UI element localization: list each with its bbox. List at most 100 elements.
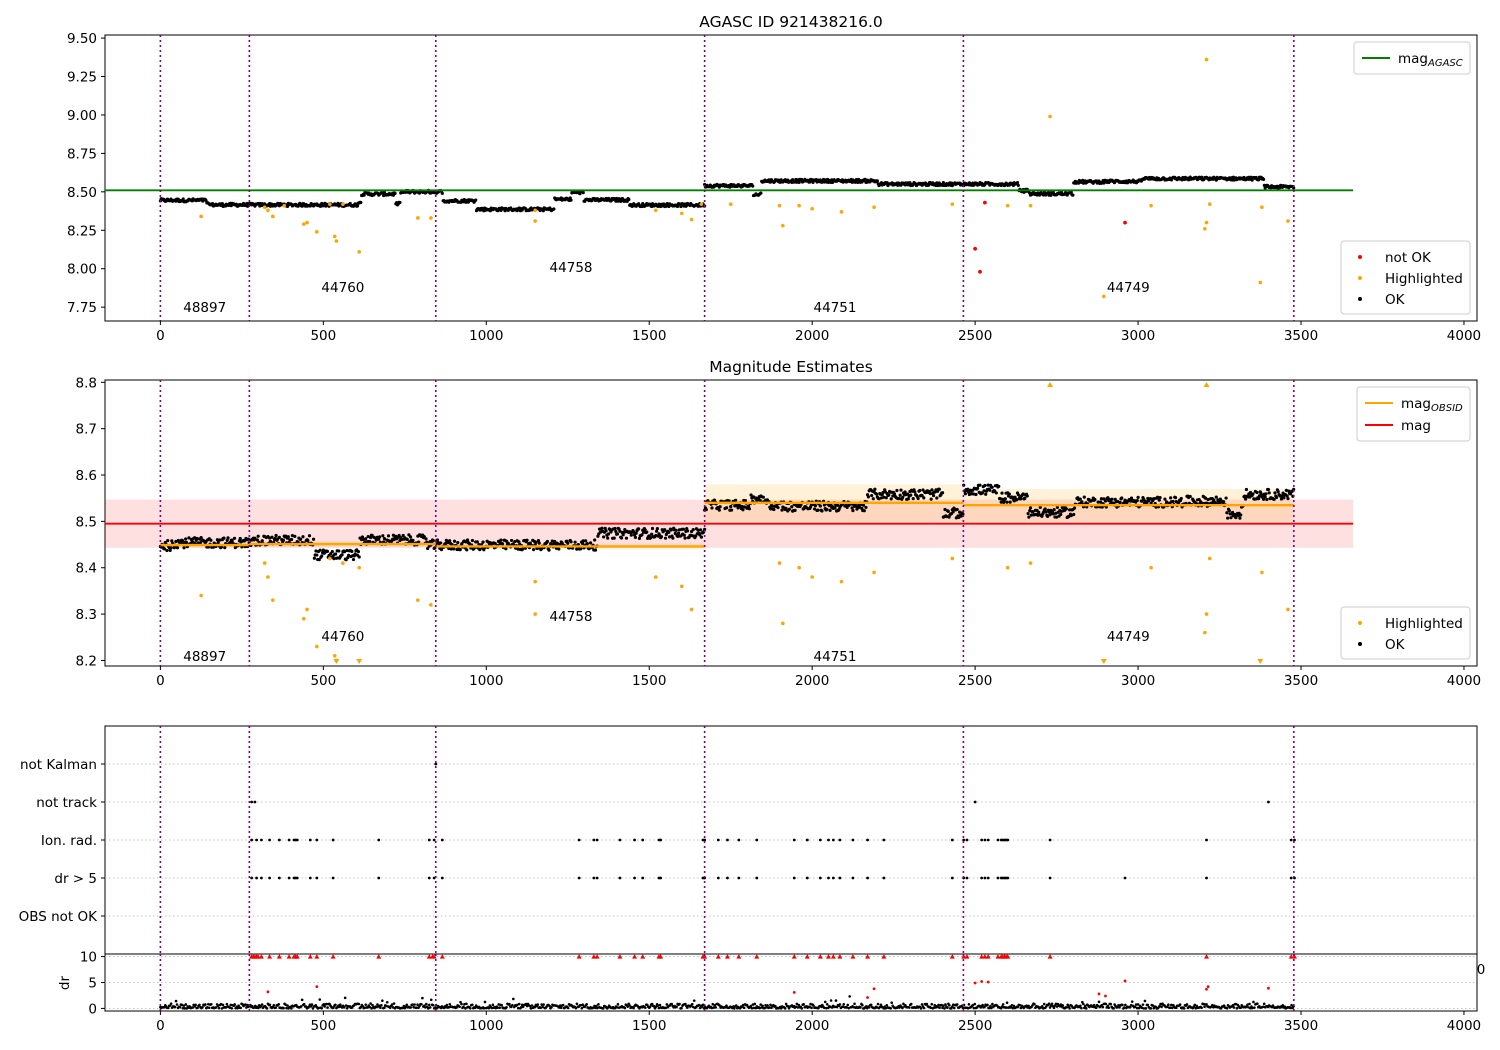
ok-point <box>537 541 541 545</box>
flag-point <box>427 838 431 842</box>
flag-point <box>983 876 987 880</box>
x-tick-label: 3000 <box>1121 673 1155 689</box>
flag-point <box>1289 876 1293 880</box>
ok-point <box>718 505 722 509</box>
y-tick-label: 7.75 <box>67 300 97 316</box>
dr-ok-point <box>1262 1002 1266 1006</box>
flag-point <box>851 838 855 842</box>
ok-point <box>691 528 695 532</box>
ok-point <box>654 533 658 538</box>
dr-ok-point <box>473 1006 477 1010</box>
ok-point <box>998 497 1002 501</box>
flag-point <box>315 876 319 880</box>
dr-ok-point <box>594 1006 597 1010</box>
ok-point <box>770 504 774 508</box>
dr-ok-point <box>712 1006 716 1009</box>
ok-point <box>1118 500 1122 505</box>
dr-ok-point <box>244 1003 247 1006</box>
ok-point <box>1078 497 1082 501</box>
ok-point <box>452 539 457 543</box>
dr-ok-point <box>1251 1006 1254 1010</box>
ok-point <box>223 546 227 550</box>
y-tick-label: 5 <box>88 976 97 992</box>
flag-point <box>827 876 830 880</box>
dr-ok-point <box>204 1003 207 1006</box>
dr-ok-point <box>678 1002 681 1006</box>
dr-ok-point <box>751 1003 755 1006</box>
ok-point <box>813 507 817 511</box>
ok-point <box>1206 497 1210 502</box>
ok-point <box>411 538 415 543</box>
dr-ok-point <box>1253 1006 1256 1009</box>
ok-point <box>1197 497 1201 502</box>
x-tick-label: 500 <box>310 673 336 689</box>
dr-ok-point <box>265 1007 269 1010</box>
flag-point <box>331 838 335 842</box>
ok-point <box>210 201 215 206</box>
ok-point <box>982 489 986 493</box>
dr-ok-point <box>338 1005 341 1009</box>
ok-point <box>1204 501 1209 505</box>
dr-ok-point <box>941 1006 944 1010</box>
dr-ok-point <box>505 1006 508 1009</box>
dr-ok-point <box>797 1003 801 1007</box>
clipped-down-marker <box>333 659 340 664</box>
dr-ok-point <box>833 1005 837 1009</box>
ok-point <box>193 536 197 540</box>
ok-point <box>632 530 636 534</box>
dr-ok-point <box>1018 1003 1022 1007</box>
dr-clipped-marker <box>1292 954 1298 959</box>
ok-point <box>553 539 557 544</box>
ok-point <box>528 541 532 545</box>
ok-point <box>552 207 556 211</box>
panel-1-legend-upper: magAGASC <box>1353 41 1471 75</box>
ok-point <box>963 492 967 496</box>
highlighted-point <box>950 556 955 561</box>
ok-point <box>478 547 482 552</box>
dr-clipped-marker <box>825 954 831 959</box>
ok-point <box>895 488 899 493</box>
ok-point <box>1015 180 1020 185</box>
highlighted-point <box>781 223 785 228</box>
dr-ok-point <box>415 1006 418 1009</box>
ok-point <box>733 498 738 502</box>
ok-point <box>1069 513 1073 518</box>
ok-point <box>187 536 191 540</box>
panel-4-overlapped-label: 0 <box>1477 962 1486 978</box>
ok-point <box>267 536 272 540</box>
ok-point <box>1135 498 1139 503</box>
dr-clipped-marker <box>314 954 320 959</box>
ok-point <box>347 553 351 557</box>
ok-point <box>1243 494 1247 498</box>
x-tick-label: 3000 <box>1121 1018 1155 1034</box>
ok-point <box>169 546 173 550</box>
dr-ok-point <box>951 1003 955 1007</box>
x-tick-label: 1500 <box>632 1018 666 1034</box>
dr-ok-point <box>184 1003 188 1006</box>
highlighted-point <box>262 205 267 210</box>
dr-ok-point <box>1256 1002 1259 1006</box>
ok-point <box>350 549 354 553</box>
ok-point <box>443 541 448 546</box>
dr-clipped-marker <box>1005 954 1011 959</box>
dr-ok-point <box>284 1003 287 1006</box>
dr-clipped-marker <box>995 954 1001 959</box>
ok-point <box>1204 496 1208 500</box>
highlighted-point <box>872 205 876 210</box>
ok-point <box>663 528 667 532</box>
dr-ok-point <box>392 1002 396 1005</box>
dr-flagged-point <box>315 985 319 989</box>
ok-point <box>598 530 602 534</box>
ok-point <box>566 541 570 545</box>
dr-ok-point <box>1261 1005 1265 1009</box>
ok-point <box>833 506 837 510</box>
x-tick-label: 2500 <box>958 1018 992 1034</box>
dr-ok-point <box>1068 1007 1071 1010</box>
dr-ok-point <box>920 1003 924 1006</box>
dr-ok-point <box>511 1003 514 1007</box>
ok-point <box>935 181 939 185</box>
ok-point <box>649 535 653 540</box>
ok-point <box>581 539 585 543</box>
dr-ok-point <box>701 1003 705 1007</box>
ok-point <box>166 538 170 543</box>
